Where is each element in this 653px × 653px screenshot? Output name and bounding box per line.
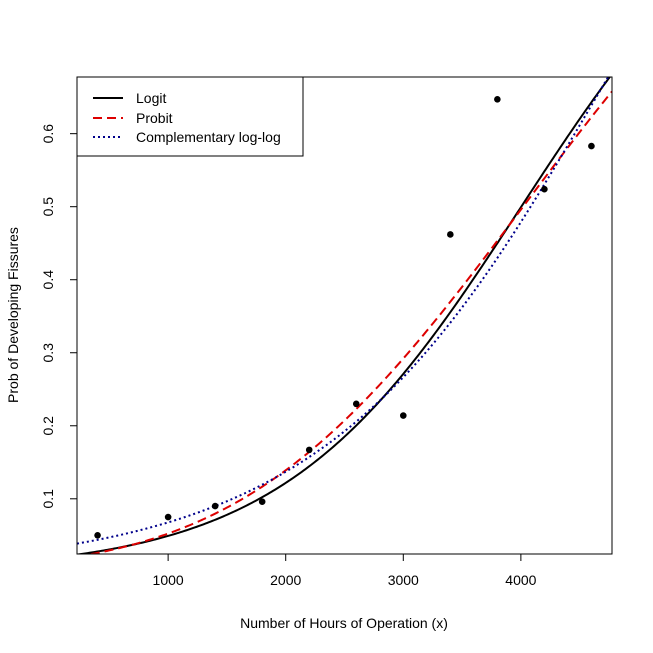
y-axis-label: Prob of Developing Fissures <box>5 227 21 403</box>
legend-label-logit: Logit <box>136 90 166 106</box>
data-point <box>399 412 407 419</box>
data-point <box>494 96 501 103</box>
x-tick-label: 2000 <box>270 572 301 588</box>
legend-box <box>76 76 304 157</box>
x-tick-label: 4000 <box>505 572 536 588</box>
data-point <box>305 446 313 454</box>
curve-complementary-log-log <box>77 77 610 545</box>
x-tick-label: 1000 <box>153 572 184 588</box>
y-axis: 0.1 0.2 0.3 0.4 0.5 0.6 <box>40 124 78 509</box>
curve-logit <box>77 77 612 554</box>
y-tick-label: 0.4 <box>40 270 56 290</box>
data-point <box>94 532 101 539</box>
x-tick-label: 3000 <box>388 572 419 588</box>
data-point <box>211 502 219 510</box>
legend: Logit Probit Complementary log-log <box>76 76 304 157</box>
data-point <box>352 400 360 408</box>
data-point <box>541 185 548 193</box>
y-tick-label: 0.3 <box>40 343 56 363</box>
legend-label-cloglog: Complementary log-log <box>136 129 281 145</box>
data-point <box>588 142 595 150</box>
y-tick-label: 0.5 <box>40 197 56 217</box>
legend-label-probit: Probit <box>136 110 173 126</box>
x-axis: 1000 2000 3000 4000 <box>153 553 537 588</box>
fitted-curves <box>77 77 612 554</box>
y-tick-label: 0.6 <box>40 124 56 144</box>
data-point <box>447 231 454 238</box>
y-tick-label: 0.2 <box>40 416 56 436</box>
y-tick-label: 0.1 <box>40 489 56 509</box>
data-points <box>94 96 595 539</box>
data-point <box>258 498 266 506</box>
data-point <box>164 513 172 521</box>
curve-probit <box>86 90 612 554</box>
x-axis-label: Number of Hours of Operation (x) <box>240 615 448 631</box>
